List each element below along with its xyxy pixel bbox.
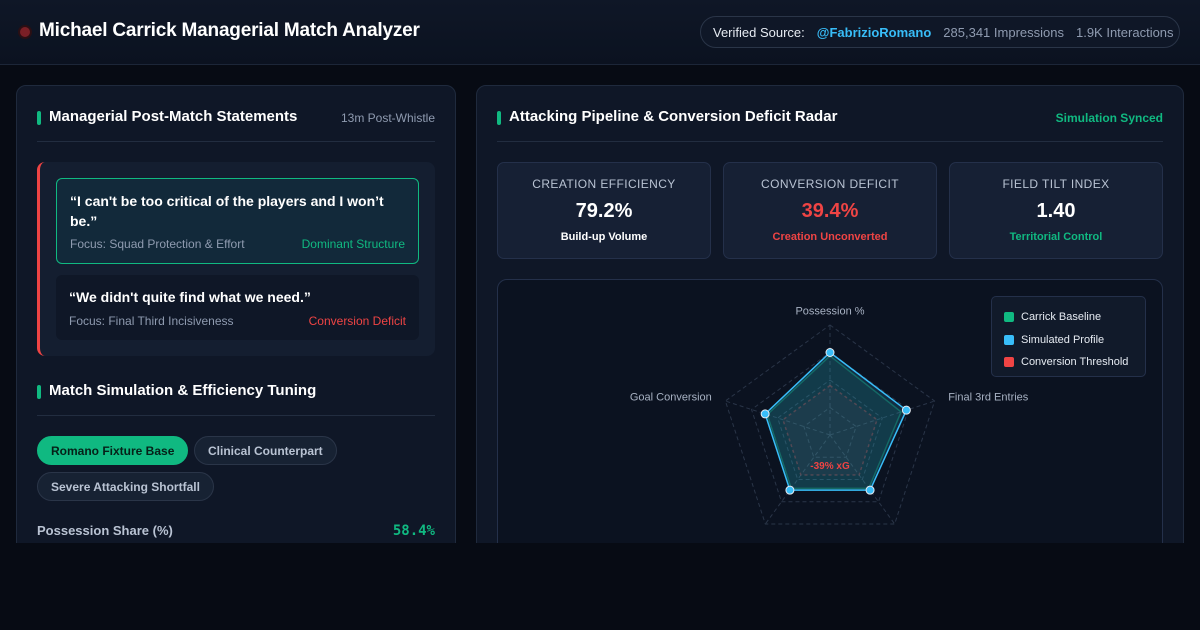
radar-simulated-polygon: [764, 351, 908, 491]
impressions-count: 285,341 Impressions: [943, 24, 1064, 40]
quote-card-1[interactable]: “I can't be too critical of the players …: [56, 178, 419, 264]
app-title: Michael Carrick Managerial Match Analyze…: [39, 20, 420, 41]
quote-focus: Focus: Squad Protection & Effort: [70, 237, 245, 251]
pipeline-title: Attacking Pipeline & Conversion Deficit …: [497, 108, 837, 125]
legend-label: Conversion Threshold: [1021, 356, 1129, 369]
main-content: Managerial Post-Match Statements 13m Pos…: [0, 65, 1200, 543]
possession-slider-value: 58.4%: [392, 523, 435, 539]
divider: [37, 415, 435, 416]
radar-chart: Possession % Final 3rd Entries Goal Conver…: [630, 306, 1029, 525]
kpi-sub: Territorial Control: [1009, 231, 1103, 243]
simulation-title: Match Simulation & Efficiency Tuning: [37, 382, 316, 399]
radar-data-point: [901, 405, 911, 415]
radar-axis-label: Possession %: [795, 306, 864, 318]
legend-item-threshold: Conversion Threshold: [1004, 351, 1145, 374]
quote-card-2[interactable]: “We didn't quite find what we need.” Foc…: [56, 275, 419, 340]
radar-data-point: [865, 485, 875, 495]
quote-focus: Focus: Final Third Incisiveness: [69, 314, 234, 328]
app-header: Michael Carrick Managerial Match Analyze…: [0, 0, 1200, 65]
statements-meta: 13m Post-Whistle: [340, 111, 435, 125]
legend-swatch: [1004, 357, 1014, 368]
scenario-button-romano-fixture-base[interactable]: Romano Fixture Base: [37, 436, 189, 465]
radar-grid-ring: [777, 379, 883, 480]
legend-swatch: [1004, 334, 1014, 345]
kpi-value: 79.2%: [575, 200, 633, 222]
legend-label: Carrick Baseline: [1021, 311, 1102, 324]
kpi-value: 1.40: [1036, 200, 1076, 222]
radar-center-label: -39% xG: [810, 461, 850, 472]
radar-chart-container: Possession % Final 3rd Entries Goal Conver…: [497, 279, 1163, 543]
radar-legend: Carrick Baseline Simulated Profile Conve…: [991, 296, 1146, 377]
divider: [497, 141, 1163, 142]
legend-item-simulated: Simulated Profile: [1004, 329, 1145, 352]
scenario-button-severe-attacking-shortfall[interactable]: Severe Attacking Shortfall: [37, 472, 214, 501]
quote-tag: Conversion Deficit: [308, 314, 406, 328]
scenario-button-clinical-counterpart[interactable]: Clinical Counterpart: [194, 436, 337, 465]
legend-item-baseline: Carrick Baseline: [1004, 306, 1145, 329]
quote-tag: Dominant Structure: [301, 237, 405, 251]
possession-slider-label: Possession Share (%): [37, 523, 173, 538]
quote-text: “We didn't quite find what we need.”: [69, 289, 311, 305]
pipeline-panel: Attacking Pipeline & Conversion Deficit …: [476, 85, 1184, 543]
legend-label: Simulated Profile: [1021, 333, 1105, 346]
source-label: Verified Source:: [713, 24, 805, 40]
legend-swatch: [1004, 312, 1014, 323]
radar-axis-label: Final 3rd Entries: [948, 392, 1029, 404]
interactions-count: 1.9K Interactions: [1075, 24, 1174, 40]
divider: [37, 141, 435, 142]
radar-axis-line: [725, 400, 831, 436]
radar-axis-line: [764, 434, 831, 525]
kpi-sub: Build-up Volume: [560, 231, 648, 243]
radar-axis-label: Goal Conversion: [630, 392, 712, 404]
kpi-label: FIELD TILT INDEX: [1002, 177, 1110, 191]
kpi-value: 39.4%: [801, 200, 859, 222]
radar-grid-ring: [803, 406, 857, 458]
quote-text: “I can't be too critical of the players …: [70, 193, 384, 229]
radar-data-point: [785, 485, 795, 495]
source-handle-link[interactable]: @FabrizioRomano: [816, 24, 932, 40]
radar-threshold-polygon: [782, 384, 878, 476]
radar-data-point: [760, 409, 770, 419]
kpi-sub: Creation Unconverted: [772, 231, 888, 243]
radar-axis-line: [829, 434, 896, 525]
kpi-label: CONVERSION DEFICIT: [761, 177, 899, 191]
kpi-field-tilt-index: FIELD TILT INDEX 1.40 Territorial Contro…: [949, 162, 1163, 259]
radar-grid-ring: [724, 324, 936, 525]
kpi-conversion-deficit: CONVERSION DEFICIT 39.4% Creation Unconv…: [723, 162, 937, 259]
quote-list: “I can't be too critical of the players …: [37, 162, 435, 356]
radar-data-point: [825, 348, 835, 357]
radar-grid-ring: [750, 351, 910, 503]
live-indicator-icon: [20, 27, 30, 37]
sync-status-badge: Simulation Synced: [1055, 111, 1163, 125]
statements-panel: Managerial Post-Match Statements 13m Pos…: [16, 85, 456, 543]
radar-axis-line: [829, 400, 935, 436]
kpi-creation-efficiency: CREATION EFFICIENCY 79.2% Build-up Volum…: [497, 162, 711, 259]
statements-title: Managerial Post-Match Statements: [37, 108, 297, 125]
source-pill[interactable]: Verified Source: @FabrizioRomano 285,341…: [700, 16, 1180, 48]
radar-baseline-polygon: [766, 354, 903, 490]
kpi-label: CREATION EFFICIENCY: [532, 177, 676, 191]
